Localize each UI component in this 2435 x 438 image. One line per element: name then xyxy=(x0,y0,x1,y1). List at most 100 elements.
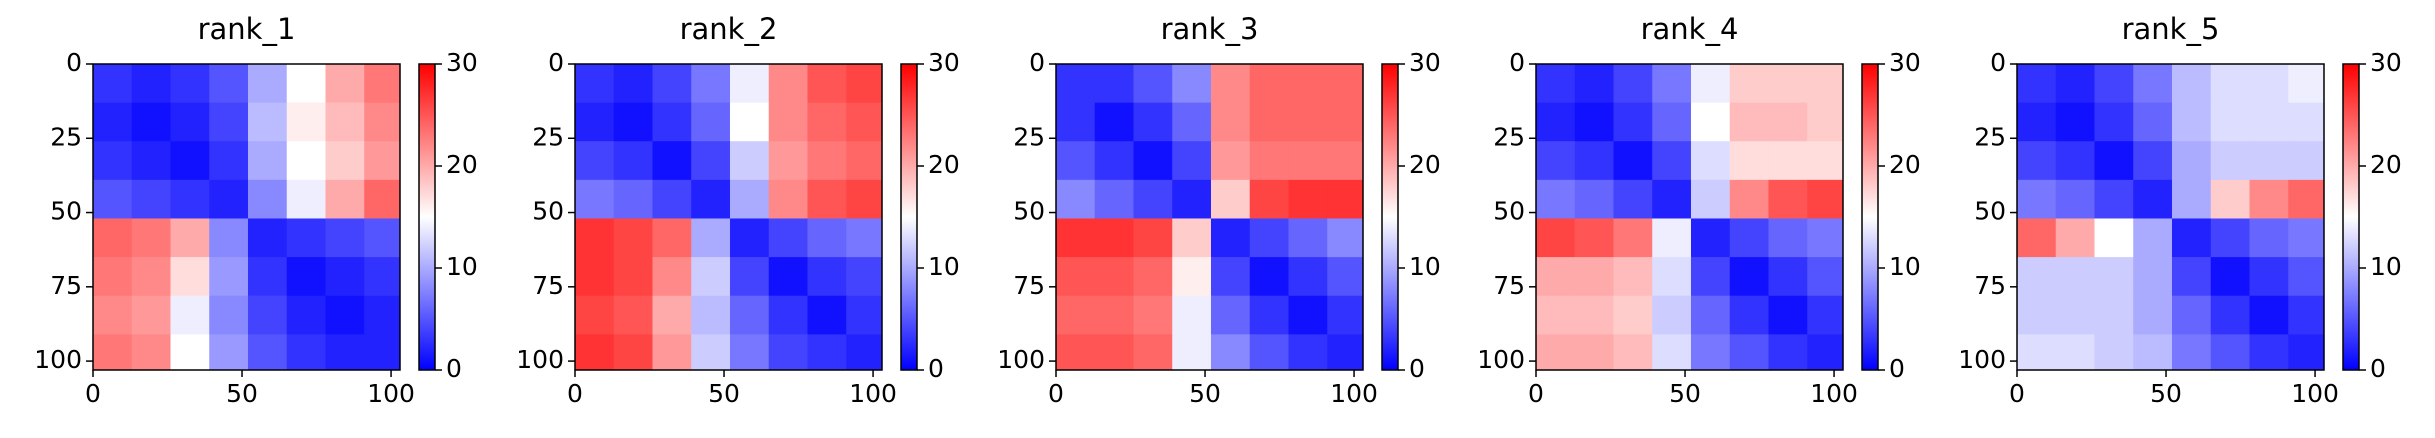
y-tick-label: 100 xyxy=(34,345,82,374)
x-tick-label: 0 xyxy=(2009,379,2025,408)
heat-cell xyxy=(1133,257,1173,297)
heat-cell xyxy=(325,334,365,371)
heat-cell xyxy=(1613,64,1653,104)
heat-cell xyxy=(1536,64,1576,104)
heat-cell xyxy=(1327,218,1364,258)
axes-frame xyxy=(574,63,883,371)
y-tick-label: 50 xyxy=(532,197,564,226)
heat-cell xyxy=(729,218,770,258)
y-tick-label: 25 xyxy=(1493,122,1525,151)
heat-cell xyxy=(1210,334,1251,371)
heat-cell xyxy=(2210,257,2250,297)
heat-cell xyxy=(846,64,883,104)
heat-cell xyxy=(286,102,326,142)
heat-cell xyxy=(1690,64,1731,104)
colorbar-tick-label: 30 xyxy=(928,48,960,77)
heat-cell xyxy=(691,179,731,219)
heat-cell xyxy=(1574,334,1614,371)
heat-cell xyxy=(1768,334,1808,371)
heat-cell xyxy=(1807,141,1844,181)
heat-cell xyxy=(170,334,210,371)
heat-cell xyxy=(1056,64,1096,104)
panel-title: rank_3 xyxy=(1161,12,1259,46)
colorbar-tick-label: 0 xyxy=(1889,354,1905,383)
heat-cell xyxy=(691,102,731,142)
heat-cell xyxy=(1094,102,1134,142)
heat-cell xyxy=(807,64,847,104)
heat-cell xyxy=(2288,141,2325,181)
heat-cell xyxy=(729,295,770,335)
heat-cell xyxy=(131,295,171,335)
x-tick-label: 0 xyxy=(1048,379,1064,408)
colorbar-tick-label: 0 xyxy=(928,354,944,383)
heat-cell xyxy=(691,141,731,181)
heat-cell xyxy=(1327,295,1364,335)
heat-cell xyxy=(575,179,615,219)
heat-cell xyxy=(1807,295,1844,335)
heat-cell xyxy=(364,141,401,181)
heat-cell xyxy=(1613,179,1653,219)
heat-cell xyxy=(1327,141,1364,181)
heat-cell xyxy=(2210,295,2250,335)
heat-cell xyxy=(1768,179,1808,219)
heat-cell xyxy=(364,179,401,219)
y-tick-label: 100 xyxy=(997,345,1045,374)
heat-cell xyxy=(2210,334,2250,371)
heat-cell xyxy=(613,102,653,142)
heat-cell xyxy=(2017,218,2057,258)
heat-cell xyxy=(846,257,883,297)
heat-cell xyxy=(247,295,288,335)
heat-cell xyxy=(652,334,692,371)
heat-cell xyxy=(1690,334,1731,371)
heat-cell xyxy=(1249,218,1289,258)
colorbar-tick-label: 30 xyxy=(1889,48,1921,77)
heat-cell xyxy=(286,141,326,181)
heat-cell xyxy=(93,218,133,258)
heat-cell xyxy=(1056,334,1096,371)
heat-cell xyxy=(2055,257,2095,297)
y-tick-label: 75 xyxy=(1493,271,1525,300)
heat-cell xyxy=(652,102,692,142)
heat-cell xyxy=(93,179,133,219)
heat-cell xyxy=(2288,64,2325,104)
heat-cell xyxy=(1056,218,1096,258)
heat-cell xyxy=(2171,179,2212,219)
heat-cell xyxy=(247,64,288,104)
heat-cell xyxy=(93,141,133,181)
heat-cell xyxy=(1133,64,1173,104)
heat-cell xyxy=(1574,179,1614,219)
heat-cell xyxy=(1210,295,1251,335)
axes-frame xyxy=(2016,63,2325,371)
heat-cell xyxy=(131,64,171,104)
y-tick-label: 50 xyxy=(1013,197,1045,226)
heat-cell xyxy=(613,141,653,181)
heat-cell xyxy=(2171,141,2212,181)
heat-cell xyxy=(1613,218,1653,258)
heat-cell xyxy=(2017,334,2057,371)
heat-cell xyxy=(2017,295,2057,335)
heat-cell xyxy=(2133,102,2173,142)
heat-cell xyxy=(2094,218,2134,258)
heat-cell xyxy=(1613,141,1653,181)
heat-cell xyxy=(1652,218,1692,258)
heat-cell xyxy=(93,334,133,371)
x-tick-label: 50 xyxy=(1669,379,1701,408)
heat-cell xyxy=(1210,257,1251,297)
heat-cell xyxy=(1056,295,1096,335)
heat-cell xyxy=(1652,295,1692,335)
heat-cell xyxy=(1536,257,1576,297)
heat-cell xyxy=(1536,218,1576,258)
heat-cell xyxy=(286,295,326,335)
heat-cell xyxy=(691,257,731,297)
heat-cell xyxy=(613,257,653,297)
heat-cell xyxy=(2249,64,2289,104)
heat-cell xyxy=(93,257,133,297)
heat-cell xyxy=(364,257,401,297)
heat-cell xyxy=(2017,257,2057,297)
heat-cell xyxy=(807,295,847,335)
heat-cell xyxy=(1172,334,1212,371)
